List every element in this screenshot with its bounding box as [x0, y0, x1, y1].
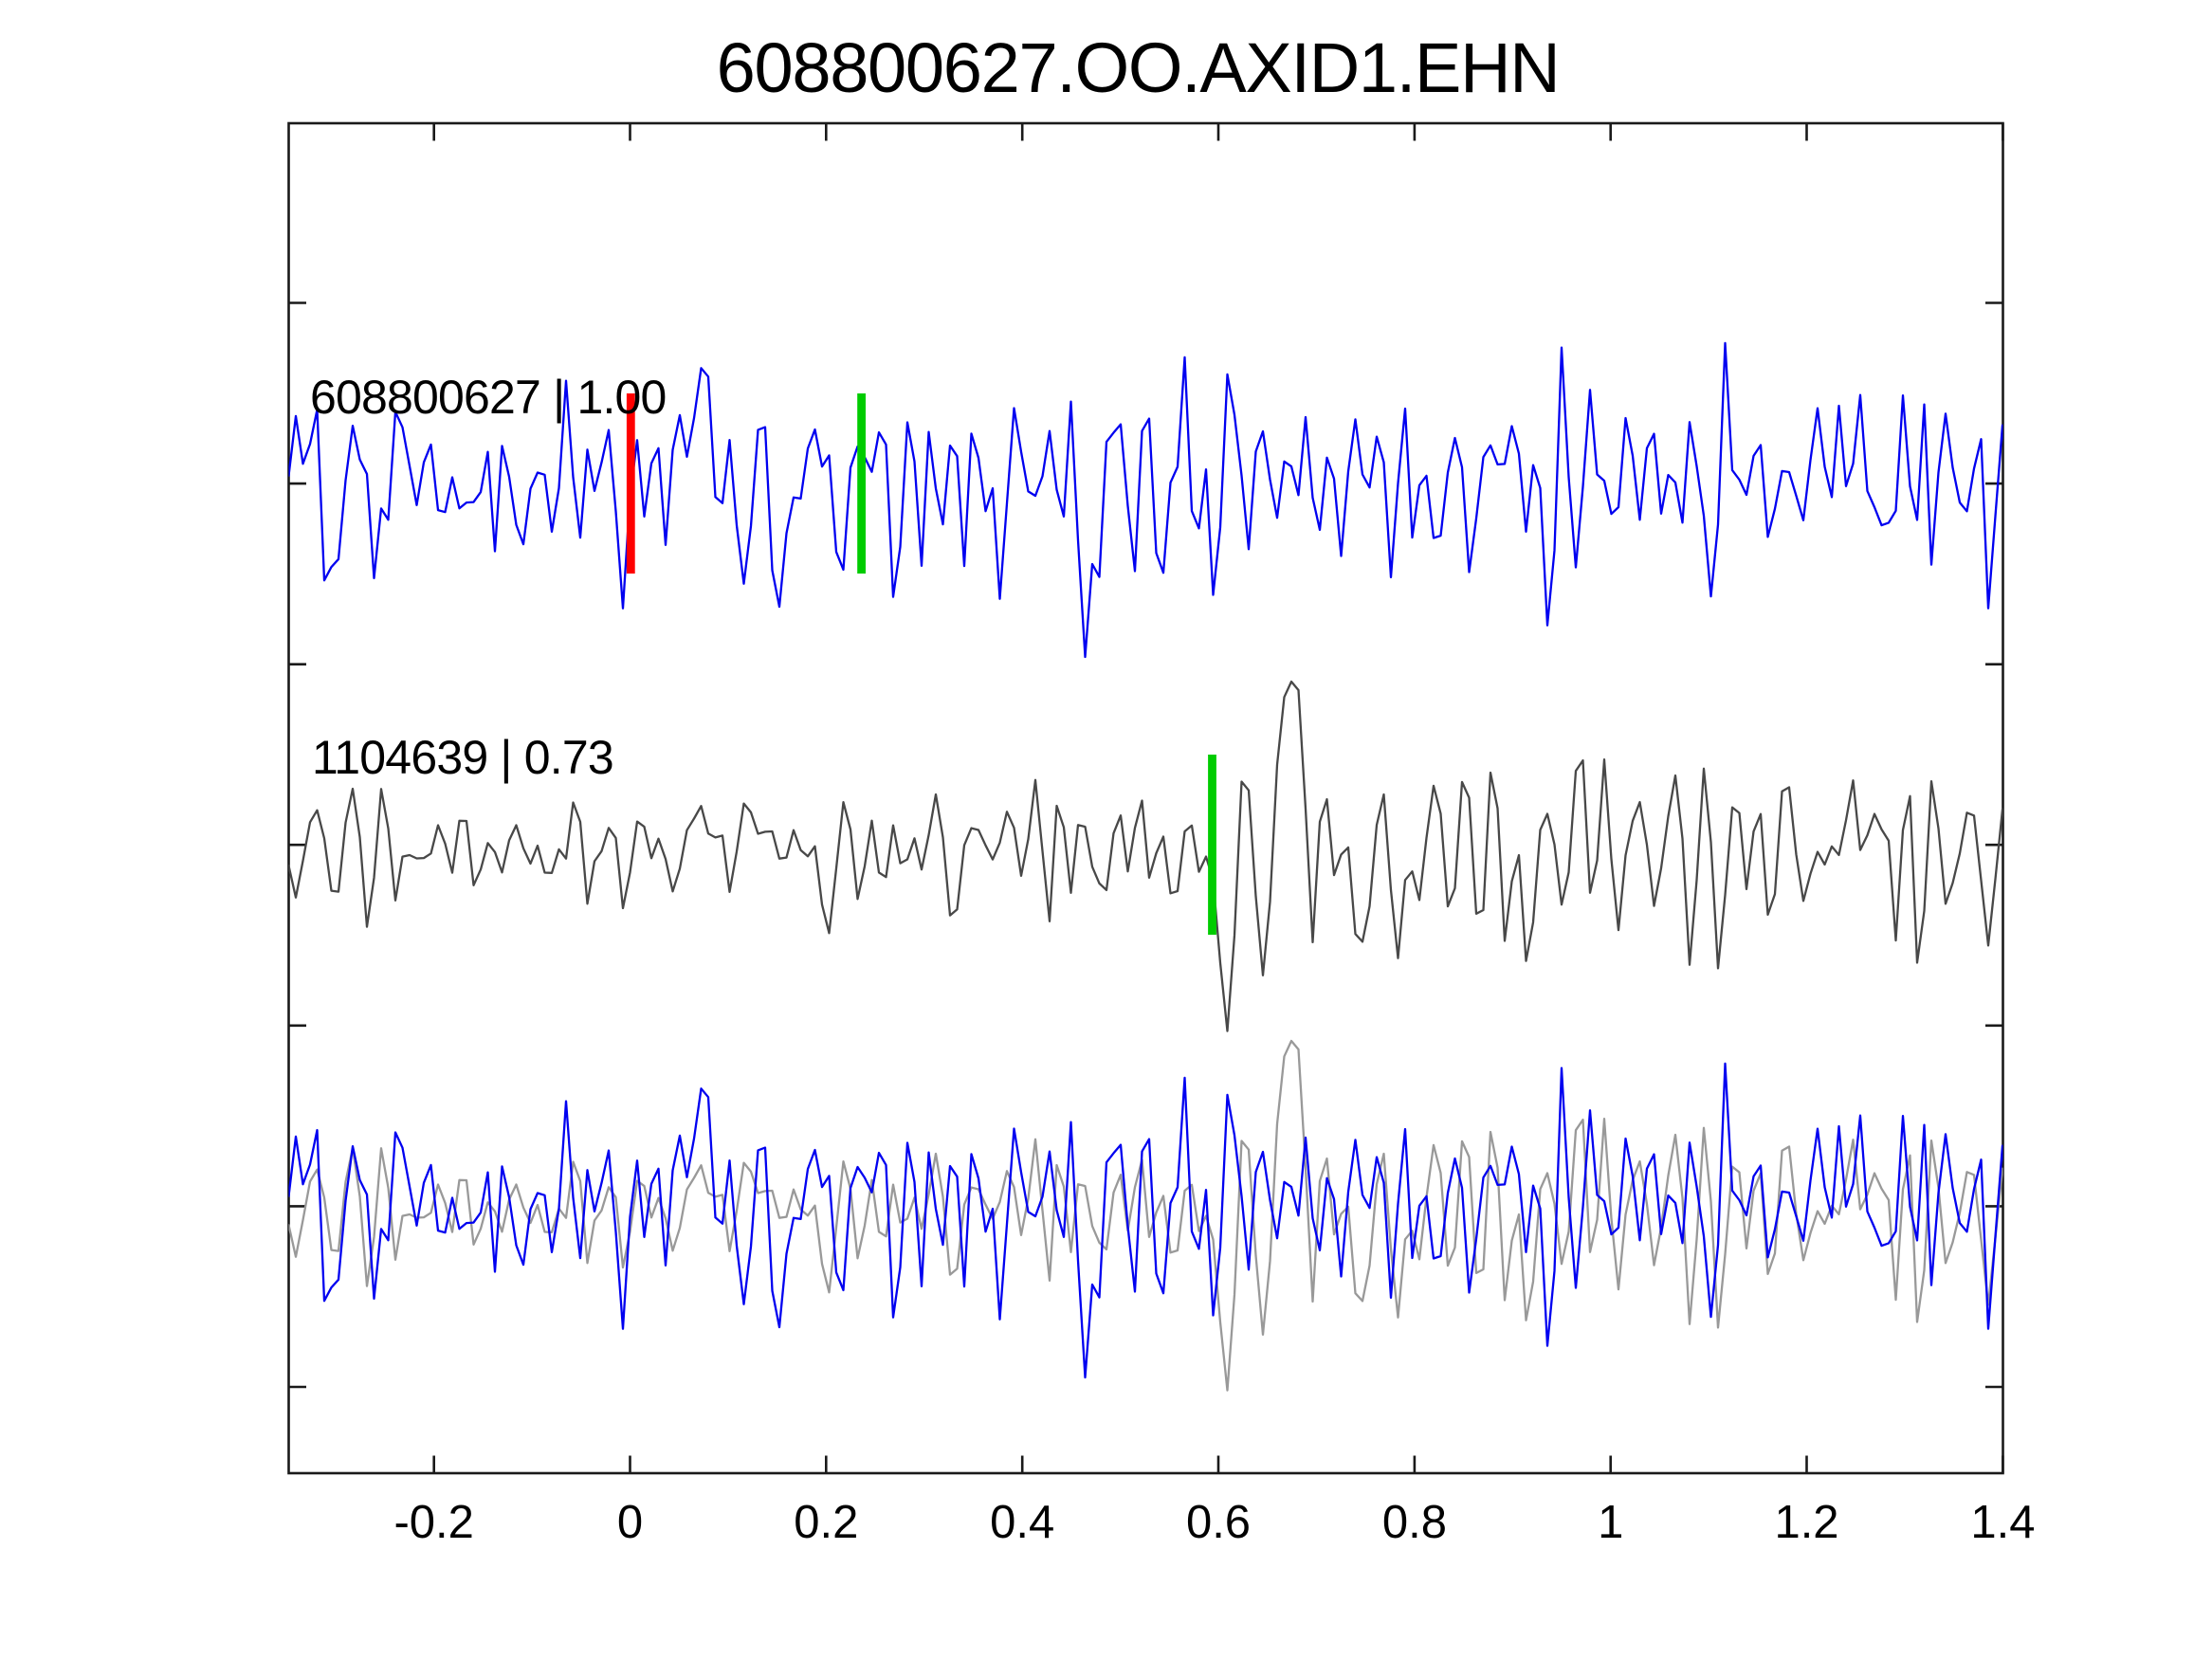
svg-text:0.6: 0.6 — [1186, 1497, 1251, 1548]
svg-text:0: 0 — [617, 1497, 643, 1548]
svg-text:0.2: 0.2 — [794, 1497, 858, 1548]
svg-text:608800627 | 1.00: 608800627 | 1.00 — [310, 371, 667, 424]
svg-text:-0.2: -0.2 — [393, 1497, 473, 1548]
svg-text:0.4: 0.4 — [990, 1497, 1054, 1548]
svg-text:608800627.OO.AXID1.EHN: 608800627.OO.AXID1.EHN — [717, 28, 1560, 107]
svg-text:0.8: 0.8 — [1382, 1497, 1447, 1548]
svg-text:1104639 | 0.73: 1104639 | 0.73 — [312, 731, 613, 784]
svg-text:1: 1 — [1598, 1497, 1623, 1548]
svg-text:1.2: 1.2 — [1774, 1497, 1838, 1548]
svg-text:1.4: 1.4 — [1970, 1497, 2035, 1548]
